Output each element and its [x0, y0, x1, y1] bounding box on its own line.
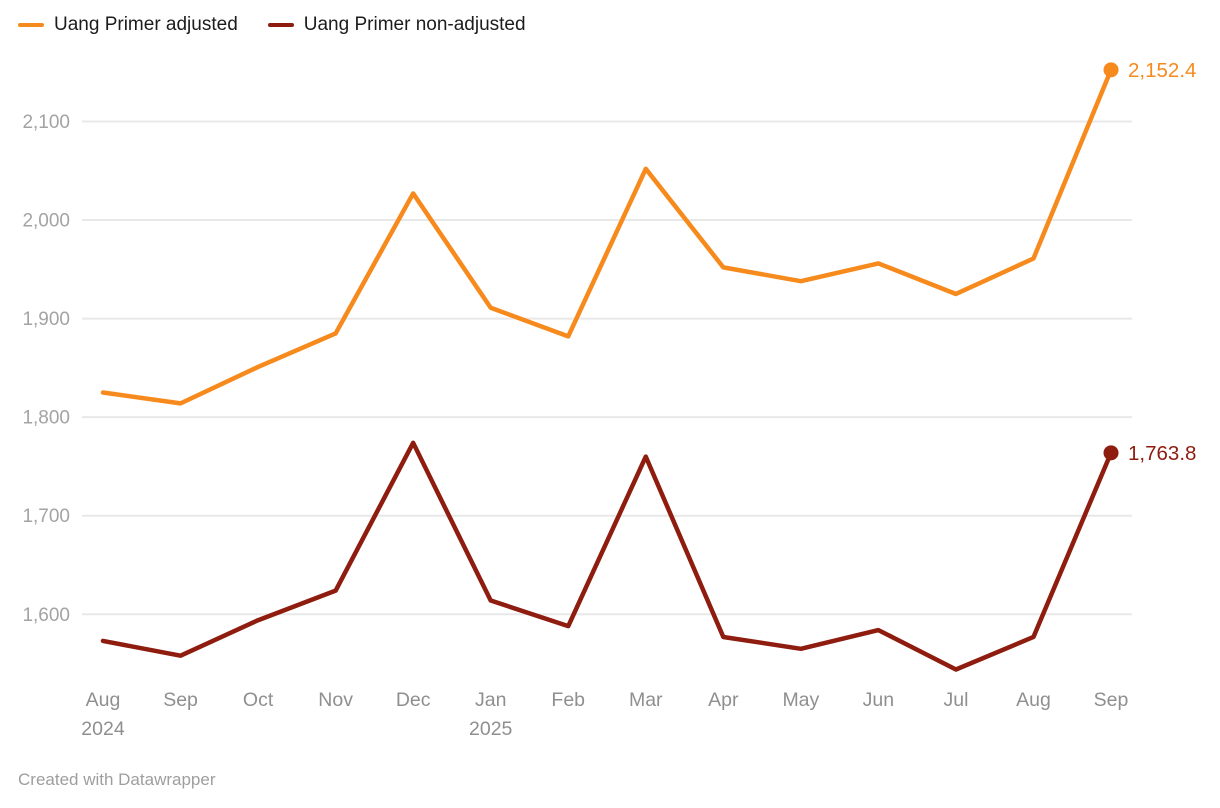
y-tick-label: 1,600	[22, 605, 70, 626]
attribution: Created with Datawrapper	[18, 770, 216, 789]
x-tick-label: Aug	[86, 689, 121, 711]
legend-swatch-non-adjusted-icon	[267, 23, 294, 28]
x-tick-label: Jun	[863, 689, 894, 711]
y-tick-label: 1,900	[22, 309, 70, 330]
x-tick-label: Oct	[243, 689, 274, 711]
chart-legend: Uang Primer adjusted Uang Primer non-adj…	[18, 14, 526, 37]
x-tick-label: Sep	[163, 689, 198, 711]
x-tick-label: Apr	[708, 689, 739, 711]
x-tick-label: Jul	[943, 689, 968, 711]
end-value-label-adjusted: 2,152.4	[1128, 59, 1196, 82]
legend-item-adjusted: Uang Primer adjusted	[18, 14, 238, 37]
x-tick-label: Feb	[551, 689, 585, 711]
x-tick-label: Dec	[396, 689, 431, 711]
legend-swatch-adjusted-icon	[18, 23, 44, 28]
legend-label-non-adjusted: Uang Primer non-adjusted	[303, 14, 526, 35]
y-tick-label: 2,000	[22, 211, 70, 232]
y-tick-label: 1,700	[22, 506, 70, 527]
x-tick-year-label: 2024	[81, 718, 125, 740]
x-tick-label: Aug	[1016, 689, 1051, 711]
x-tick-label: Jan	[475, 689, 506, 711]
series-line-non-adjusted	[100, 440, 1114, 672]
series-line-adjusted	[100, 67, 1114, 406]
end-dot-adjusted	[1103, 62, 1119, 78]
x-tick-year-label: 2025	[469, 718, 513, 740]
x-tick-label: Mar	[629, 689, 663, 711]
end-value-label-non-adjusted: 1,763.8	[1128, 442, 1196, 465]
x-tick-label: Nov	[318, 689, 353, 711]
x-tick-label: Sep	[1094, 689, 1129, 711]
x-tick-label: May	[782, 689, 819, 711]
y-tick-label: 2,100	[22, 112, 70, 133]
legend-label-adjusted: Uang Primer adjusted	[54, 14, 238, 35]
legend-item-non-adjusted: Uang Primer non-adjusted	[267, 14, 526, 37]
y-tick-label: 1,800	[22, 408, 70, 429]
end-dot-non-adjusted	[1103, 445, 1119, 461]
